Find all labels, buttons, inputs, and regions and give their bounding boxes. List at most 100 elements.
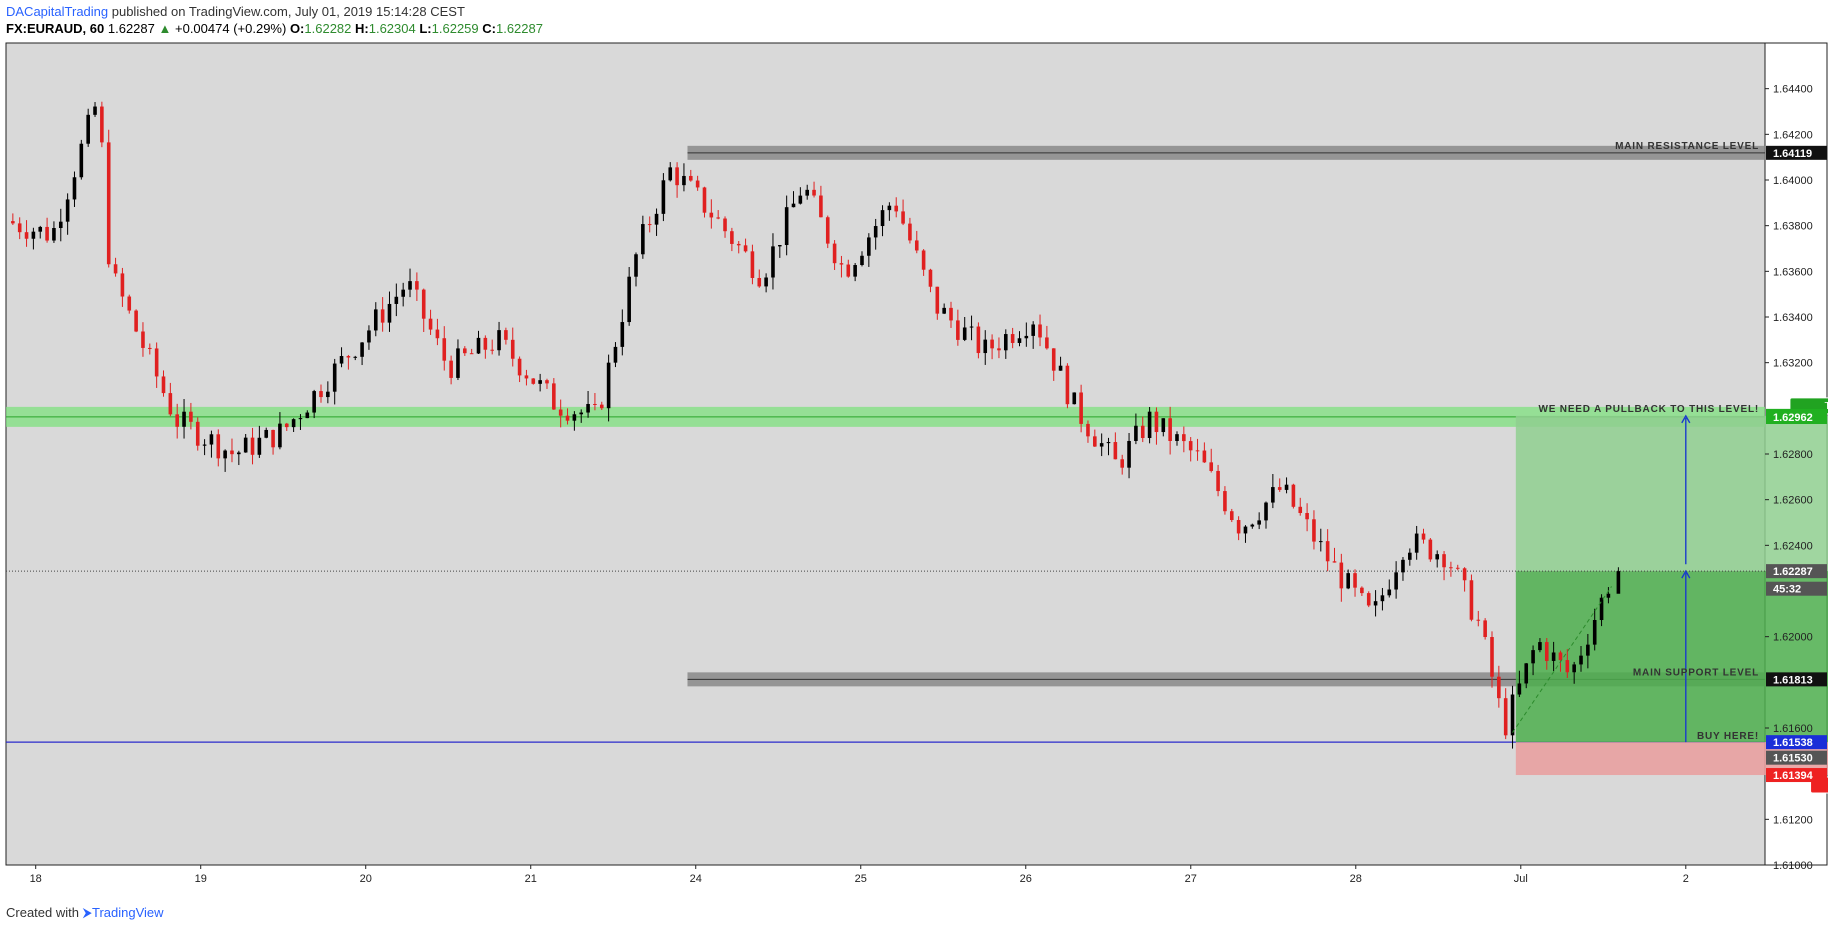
candle-body: [148, 347, 152, 349]
candle-body: [1497, 676, 1501, 699]
candle-body: [825, 217, 830, 244]
candle-body: [750, 251, 755, 278]
high-label: H:: [355, 21, 369, 36]
candle-body: [586, 403, 590, 413]
candle-body: [31, 231, 36, 239]
candle-body: [1093, 436, 1097, 447]
y-tick-label: 1.63200: [1773, 358, 1813, 370]
candle-body: [976, 326, 981, 354]
candle-body: [1586, 644, 1590, 656]
candle-body: [442, 338, 447, 361]
y-tick-label: 1.62600: [1773, 495, 1813, 507]
candle-body: [1271, 487, 1275, 503]
candle-body: [613, 346, 618, 363]
candle-body: [1058, 365, 1063, 371]
candle-body: [654, 213, 659, 225]
candle-body: [1558, 652, 1563, 661]
candle-body: [956, 320, 960, 340]
candle-body: [134, 310, 138, 332]
candle-body: [1469, 580, 1474, 620]
axis-price-badge-box: [1766, 768, 1827, 783]
candle-body: [887, 205, 892, 211]
candle-body: [1579, 655, 1583, 665]
candle-body: [1312, 519, 1316, 542]
axis-price-badge-text: 1.62287: [1773, 566, 1813, 578]
candle-body: [72, 177, 77, 200]
candle-body: [1517, 683, 1522, 695]
candle-body: [353, 356, 358, 358]
last-price: 1.62287: [107, 21, 155, 36]
candle-body: [168, 393, 173, 415]
candle-body: [1134, 425, 1138, 441]
level-price-badge-box: [1766, 672, 1827, 687]
tradingview-link[interactable]: TradingView: [92, 905, 164, 920]
candle-body: [79, 143, 84, 178]
candle-body: [682, 175, 686, 186]
candle-body: [1017, 338, 1022, 343]
candle-body: [284, 423, 289, 428]
candle-body: [1360, 587, 1364, 594]
candle-body: [880, 210, 885, 227]
close-value: 1.62287: [495, 21, 543, 36]
arrow-head-icon: [1681, 414, 1691, 424]
candle-body: [1065, 365, 1070, 405]
axis-price-badge-box: [1766, 750, 1827, 765]
open-value: 1.62282: [304, 21, 352, 36]
candle-body: [1236, 520, 1241, 534]
candle-body: [641, 224, 645, 255]
candle-body: [387, 303, 392, 323]
candle-body: [1024, 335, 1029, 339]
candle-body: [1045, 337, 1049, 349]
candle-body: [908, 223, 912, 241]
x-tick-label: 19: [195, 873, 207, 885]
candle-body: [380, 309, 385, 323]
axis-price-badge-box: [1766, 564, 1827, 579]
candle-body: [1455, 567, 1460, 569]
close-label: C:: [482, 21, 496, 36]
candle-body: [291, 419, 296, 428]
x-tick-label: 28: [1350, 873, 1362, 885]
ohlc-legend: FX:EURAUD, 60 1.62287 ▲ +0.00474 (+0.29%…: [6, 21, 543, 36]
candle-body: [914, 240, 919, 251]
candle-body: [723, 218, 727, 232]
plot-area[interactable]: [6, 43, 1765, 865]
candle-body: [1599, 597, 1604, 621]
candle-body: [716, 217, 720, 219]
candle-body: [141, 331, 145, 348]
candle-body: [1387, 589, 1392, 596]
symbol-label[interactable]: FX:EURAUD, 60: [6, 21, 105, 36]
publisher-link[interactable]: DACapitalTrading: [6, 4, 109, 19]
candle-body: [819, 195, 823, 218]
candle-body: [969, 326, 974, 328]
candle-body: [1003, 334, 1008, 351]
axis-price-badge-text: 1.61530: [1773, 753, 1813, 765]
x-tick-label: 27: [1185, 873, 1197, 885]
candle-body: [921, 250, 926, 270]
candle-body: [1503, 698, 1508, 736]
candle-body: [189, 411, 193, 422]
candle-body: [1476, 619, 1481, 621]
candle-body: [545, 380, 549, 384]
candle-body: [1606, 593, 1611, 598]
candle-body: [1291, 484, 1296, 507]
candle-body: [565, 415, 570, 421]
candle-body: [339, 356, 344, 364]
y-tick-label: 1.63600: [1773, 266, 1813, 278]
x-tick-label: 24: [690, 873, 702, 885]
candle-body: [997, 348, 1001, 351]
candle-body: [1257, 520, 1261, 525]
candle-body: [1140, 425, 1145, 439]
candle-body: [298, 418, 303, 420]
level-name-label: WE NEED A PULLBACK TO THIS LEVEL!: [1539, 404, 1759, 415]
candle-body: [784, 207, 789, 246]
candle-body: [1099, 443, 1104, 447]
candle-body: [743, 245, 748, 252]
price-change: +0.00474 (+0.29%): [175, 21, 287, 36]
candle-body: [1161, 418, 1166, 433]
y-tick-label: 1.62400: [1773, 540, 1813, 552]
candle-body: [962, 327, 967, 340]
candle-body: [1113, 442, 1118, 460]
candle-body: [223, 450, 227, 459]
candle-body: [1209, 462, 1214, 471]
